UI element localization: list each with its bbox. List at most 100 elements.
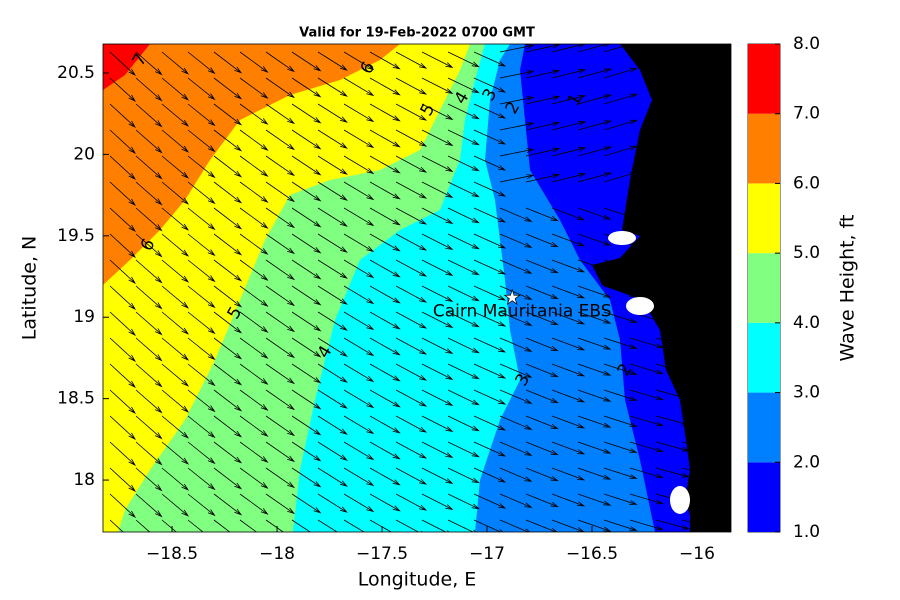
wave-vector <box>499 174 535 183</box>
wave-vector <box>395 129 428 147</box>
wave-vector <box>343 363 375 383</box>
wave-vector <box>577 285 612 298</box>
wave-vector <box>473 493 507 509</box>
wave-vector <box>265 389 296 411</box>
wave-vector <box>265 129 296 151</box>
wave-vector <box>239 441 269 463</box>
wave-vector <box>369 129 401 148</box>
wave-vector <box>109 493 137 518</box>
wave-vector <box>109 519 124 532</box>
colorbar-band <box>748 462 780 532</box>
wave-vector <box>343 415 375 435</box>
wave-vector <box>447 389 480 406</box>
wave-vector <box>239 51 269 73</box>
wave-vector <box>135 441 163 466</box>
wave-vector <box>655 519 691 530</box>
wave-vector <box>343 233 375 253</box>
wave-vector <box>369 389 401 408</box>
wave-vector <box>161 207 190 231</box>
x-tick-label: −18 <box>259 544 295 564</box>
wave-vector <box>577 467 612 480</box>
wave-vector <box>343 519 369 532</box>
wave-vector <box>447 467 480 484</box>
wave-vector <box>239 77 269 99</box>
wave-vector <box>603 493 638 505</box>
wave-vector <box>551 467 586 481</box>
x-tick-label: −17 <box>469 544 505 564</box>
wave-vector <box>499 44 535 53</box>
wave-vector <box>187 441 216 465</box>
wave-vector <box>421 441 454 459</box>
wave-vector <box>629 493 664 505</box>
station-marker <box>503 288 521 306</box>
wave-vector <box>291 467 322 488</box>
wave-vector <box>135 207 163 232</box>
wave-vector <box>577 172 613 183</box>
wave-vector <box>395 77 428 95</box>
wave-vector <box>291 77 322 98</box>
wave-vector <box>239 389 269 411</box>
wave-vector <box>161 493 190 517</box>
wave-vector <box>499 519 531 532</box>
wave-vector <box>265 77 296 99</box>
wave-vector <box>161 311 190 335</box>
wave-vector <box>577 389 612 402</box>
wave-vector <box>317 129 348 149</box>
wave-field <box>103 44 731 532</box>
wave-vector <box>447 441 480 458</box>
wave-vector <box>343 181 375 201</box>
colorbar-band <box>748 113 780 184</box>
wave-vector <box>629 337 664 349</box>
wave-vector <box>265 519 284 532</box>
wave-vector <box>421 363 454 381</box>
wave-vector <box>187 389 216 413</box>
wave-vector <box>317 467 348 487</box>
wave-vector <box>239 363 269 385</box>
wave-vector <box>109 285 137 310</box>
wave-vector <box>603 93 638 105</box>
wave-vector <box>239 155 269 177</box>
colorbar-band <box>748 322 780 393</box>
wave-vector <box>369 233 401 252</box>
wave-vector <box>135 103 163 128</box>
wave-vector <box>603 415 638 427</box>
wave-vector <box>317 519 338 532</box>
wave-vector <box>317 155 348 175</box>
wave-vector <box>395 337 428 355</box>
wave-vector <box>369 363 401 382</box>
wave-vector <box>629 441 664 453</box>
wave-vector <box>629 363 664 375</box>
wave-vector <box>291 389 322 410</box>
colorbar-band <box>748 392 780 463</box>
wave-vector <box>525 311 559 326</box>
wave-vector <box>161 77 190 101</box>
wave-vector <box>369 493 401 512</box>
wave-vector <box>551 121 587 131</box>
wave-vector <box>317 181 348 201</box>
wave-vector <box>369 207 401 226</box>
wave-vector <box>343 259 375 279</box>
wave-vector <box>213 389 243 412</box>
wave-vector <box>551 147 587 157</box>
wave-vector <box>161 389 190 413</box>
wave-vector <box>525 207 559 222</box>
wave-vector <box>109 77 137 102</box>
wave-vector <box>317 259 348 279</box>
wave-vector <box>551 207 586 221</box>
y-tick-label: 20 <box>73 144 95 164</box>
wave-vector <box>239 103 269 125</box>
wave-vector <box>135 77 163 102</box>
wave-vector <box>135 415 163 440</box>
wave-vector <box>525 285 559 300</box>
wave-vector <box>473 363 507 379</box>
wave-vector <box>187 363 216 387</box>
wave-vector <box>239 285 269 307</box>
wave-vector <box>577 519 612 532</box>
wave-vector <box>135 155 163 180</box>
wave-vector <box>525 415 559 430</box>
land-gap <box>670 486 690 514</box>
wave-vector <box>187 155 216 179</box>
wave-vector <box>187 493 216 517</box>
wave-vector <box>395 363 428 381</box>
wave-vector <box>499 389 533 404</box>
